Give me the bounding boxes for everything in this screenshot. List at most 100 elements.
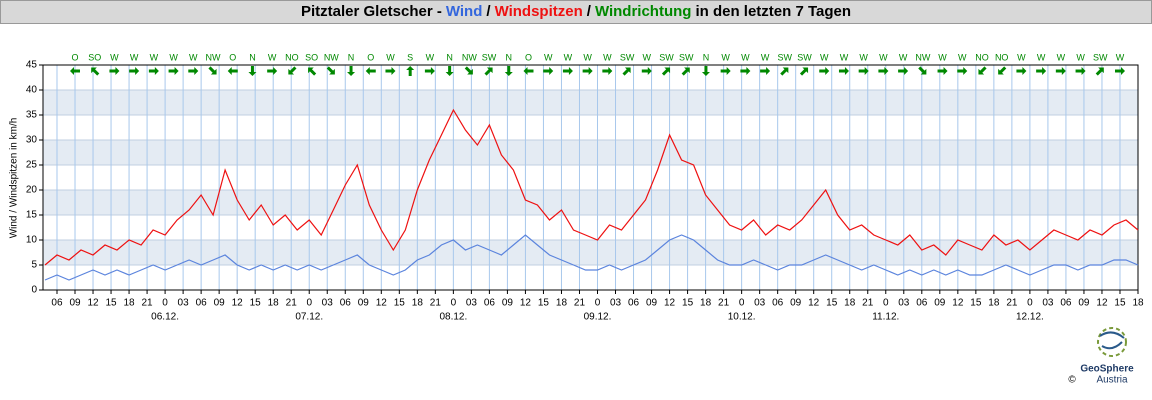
x-tick-label: 15 — [1114, 298, 1126, 309]
wind-direction-label: SW — [482, 52, 497, 62]
wind-direction-label: NO — [285, 52, 299, 62]
grid-band — [43, 240, 1138, 265]
x-tick-label: 15 — [538, 298, 550, 309]
wind-direction-label: W — [958, 52, 967, 62]
grid-band — [43, 140, 1138, 165]
x-tick-label: 12 — [87, 298, 99, 309]
x-tick-label: 21 — [862, 298, 874, 309]
wind-direction-label: W — [840, 52, 849, 62]
y-tick-label: 15 — [26, 210, 38, 221]
logo-mark — [1099, 331, 1125, 350]
wind-direction-label: W — [386, 52, 395, 62]
x-tick-label: 15 — [394, 298, 406, 309]
y-tick-label: 25 — [26, 160, 38, 171]
title-gust: Windspitzen — [494, 3, 583, 20]
logo-mark — [1097, 327, 1127, 357]
x-tick-label: 18 — [988, 298, 1000, 309]
x-tick-label: 03 — [898, 298, 910, 309]
series-line — [44, 234, 1139, 281]
wind-direction-arrow — [288, 66, 297, 75]
wind-direction-label: W — [426, 52, 435, 62]
wind-direction-label: W — [741, 52, 750, 62]
x-tick-label: 0 — [739, 298, 745, 309]
wind-direction-label: SW — [659, 52, 674, 62]
x-tick-label: 18 — [700, 298, 712, 309]
x-tick-label: 03 — [178, 298, 190, 309]
day-label: 12.12. — [1016, 312, 1044, 323]
x-tick-label: 21 — [574, 298, 586, 309]
day-label: 07.12. — [295, 312, 323, 323]
wind-direction-arrow — [819, 67, 830, 75]
wind-direction-arrow — [168, 67, 179, 75]
wind-direction-label: W — [130, 52, 139, 62]
x-tick-label: 12 — [232, 298, 244, 309]
x-tick-label: 06 — [196, 298, 208, 309]
wind-direction-arrow — [385, 67, 396, 75]
wind-direction-label: W — [761, 52, 770, 62]
wind-direction-label: O — [367, 52, 374, 62]
wind-direction-arrow — [347, 66, 356, 76]
title-bar: Pitztaler Gletscher - Wind / Windspitzen / Wi… — [0, 0, 1152, 24]
x-tick-label: 09 — [646, 298, 658, 309]
wind-direction-label: O — [525, 52, 532, 62]
wind-direction-arrow — [838, 67, 849, 75]
grid-band — [43, 190, 1138, 215]
wind-direction-label: O — [229, 52, 236, 62]
wind-direction-arrow — [562, 67, 573, 75]
wind-direction-label: N — [506, 52, 513, 62]
logo: GeoSphere Austria © — [1068, 327, 1134, 386]
x-tick-label: 15 — [970, 298, 982, 309]
wind-direction-label: W — [544, 52, 553, 62]
x-tick-label: 03 — [754, 298, 766, 309]
wind-direction-arrow — [464, 66, 473, 75]
wind-direction-label: W — [110, 52, 119, 62]
wind-direction-label: N — [249, 52, 256, 62]
grid-band — [43, 90, 1138, 115]
wind-direction-label: NW — [462, 52, 477, 62]
wind-direction-label: NO — [975, 52, 989, 62]
wind-direction-arrow — [799, 67, 809, 76]
wind-direction-label: N — [446, 52, 453, 62]
y-tick-label: 0 — [31, 285, 37, 296]
x-tick-label: 06 — [340, 298, 352, 309]
y-tick-label: 30 — [26, 135, 38, 146]
wind-direction-arrow — [188, 67, 199, 75]
wind-direction-label: W — [859, 52, 868, 62]
y-tick-label: 35 — [26, 110, 38, 121]
x-tick-label: 12 — [1096, 298, 1108, 309]
wind-direction-arrow — [641, 67, 652, 75]
wind-direction-label: SO — [88, 52, 101, 62]
x-tick-label: 21 — [718, 298, 730, 309]
day-label: 10.12. — [728, 312, 756, 323]
y-axis-label: Wind / Windspitzen in km/h — [9, 118, 20, 239]
wind-direction-label: W — [1037, 52, 1046, 62]
wind-direction-arrow — [70, 67, 80, 75]
wind-direction-label: N — [348, 52, 355, 62]
wind-direction-arrow — [918, 66, 927, 75]
day-label: 08.12. — [439, 312, 467, 323]
wind-direction-arrow — [227, 67, 238, 75]
wind-direction-label: W — [583, 52, 592, 62]
wind-direction-arrow — [622, 67, 631, 76]
title-prefix: Pitztaler Gletscher - — [300, 3, 442, 20]
wind-direction-arrow — [701, 66, 710, 76]
wind-direction-label: W — [150, 52, 159, 62]
wind-direction-label: W — [1076, 52, 1085, 62]
title-separator: / — [486, 3, 491, 20]
y-tick-label: 40 — [26, 85, 38, 96]
wind-direction-label: NW — [324, 52, 339, 62]
x-tick-label: 09 — [358, 298, 370, 309]
title-separator: / — [586, 3, 591, 20]
x-tick-label: 12 — [376, 298, 388, 309]
x-tick-label: 03 — [610, 298, 622, 309]
logo-copyright: © — [1068, 375, 1076, 386]
wind-direction-label: W — [721, 52, 730, 62]
x-tick-label: 18 — [268, 298, 280, 309]
x-tick-label: 09 — [790, 298, 802, 309]
wind-direction-label: W — [189, 52, 198, 62]
x-tick-label: 06 — [628, 298, 640, 309]
wind-direction-label: W — [268, 52, 277, 62]
wind-direction-label: S — [407, 52, 413, 62]
wind-direction-label: W — [1017, 52, 1026, 62]
x-tick-label: 15 — [826, 298, 838, 309]
